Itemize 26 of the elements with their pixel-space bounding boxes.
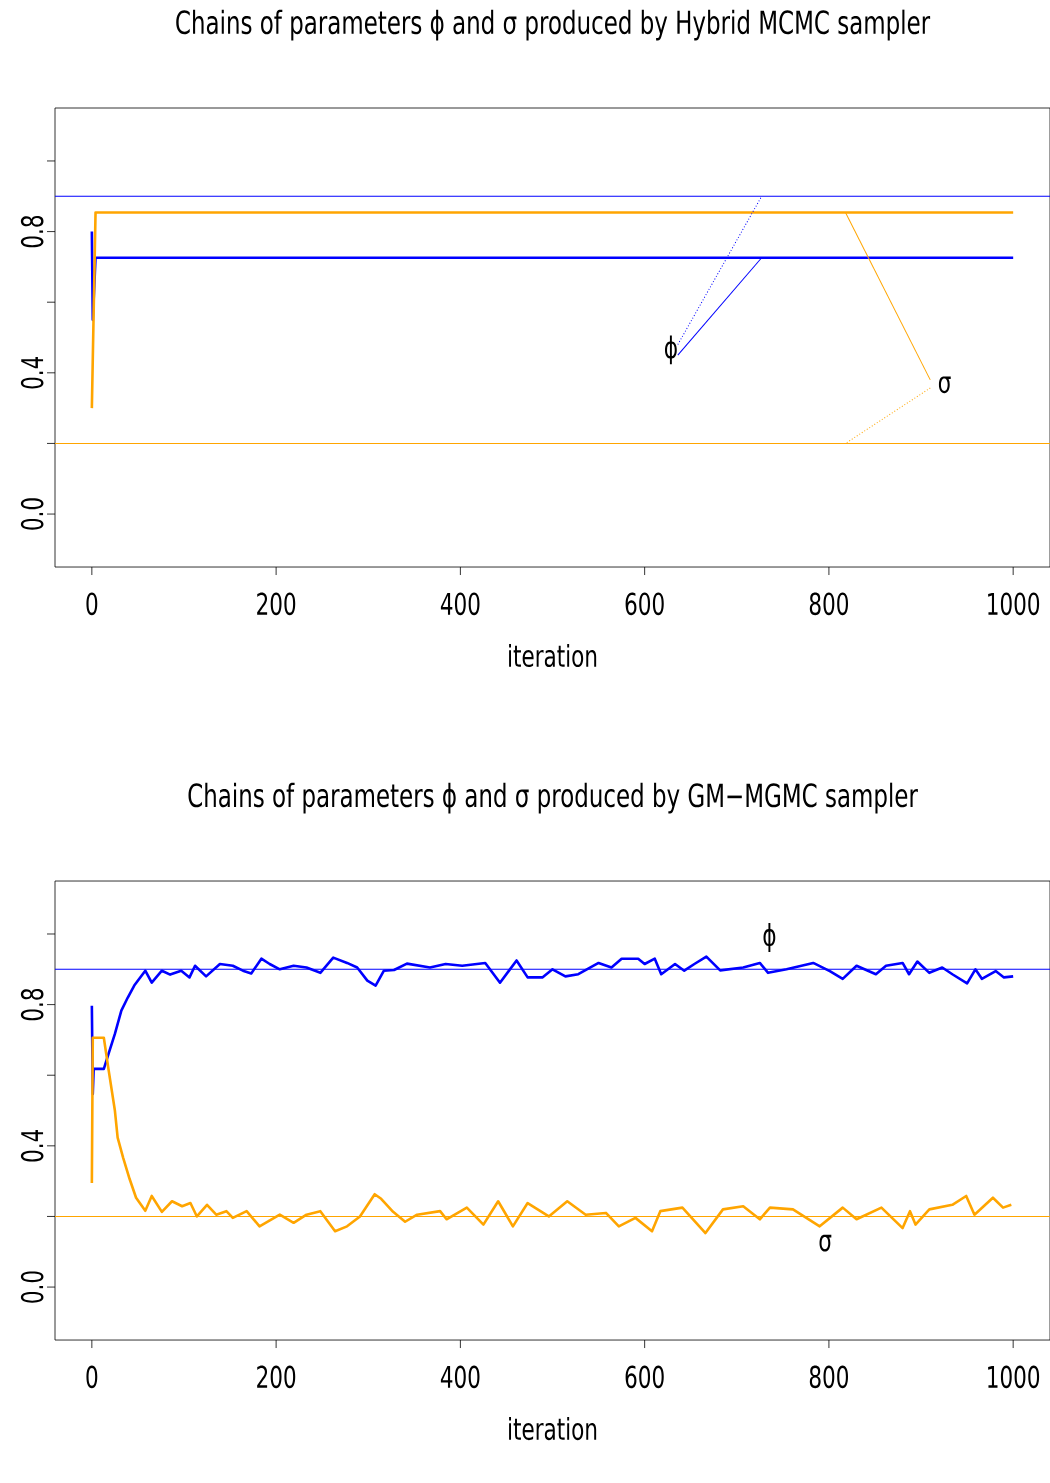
annotation: σ [819,1234,832,1252]
x-tick-label: 200 [257,592,296,616]
x-axis-title: iteration [509,643,597,668]
x-tick-label: 600 [625,592,664,616]
x-tick-label: 1000 [988,1365,1040,1389]
chart-title: Chains of parameters ϕ and σ produced by GM−MGMC sampler [188,782,918,814]
y-tick-label: 0.4 [20,1129,44,1162]
y-tick-label: 0.8 [20,988,44,1021]
x-tick-label: 400 [440,592,480,616]
x-tick-label: 600 [625,1365,664,1389]
annotation: ϕ [665,335,677,365]
x-tick-label: 800 [809,592,849,616]
chart-title: Chains of parameters ϕ and σ produced by Hybrid MCMC sampler [176,9,931,41]
y-tick-label: 0.0 [20,498,44,530]
x-tick-label: 0 [86,592,98,616]
y-tick-label: 0.8 [20,215,44,248]
annotation: σ [938,376,951,394]
y-tick-label: 0.0 [20,1271,44,1303]
x-tick-label: 400 [440,1365,480,1389]
y-tick-label: 0.4 [20,356,44,389]
x-tick-label: 0 [86,1365,98,1389]
x-tick-label: 1000 [988,592,1040,616]
annotation: ϕ [763,923,776,952]
x-tick-label: 800 [809,1365,849,1389]
x-axis-title: iteration [509,1417,597,1441]
x-tick-label: 200 [257,1365,296,1389]
